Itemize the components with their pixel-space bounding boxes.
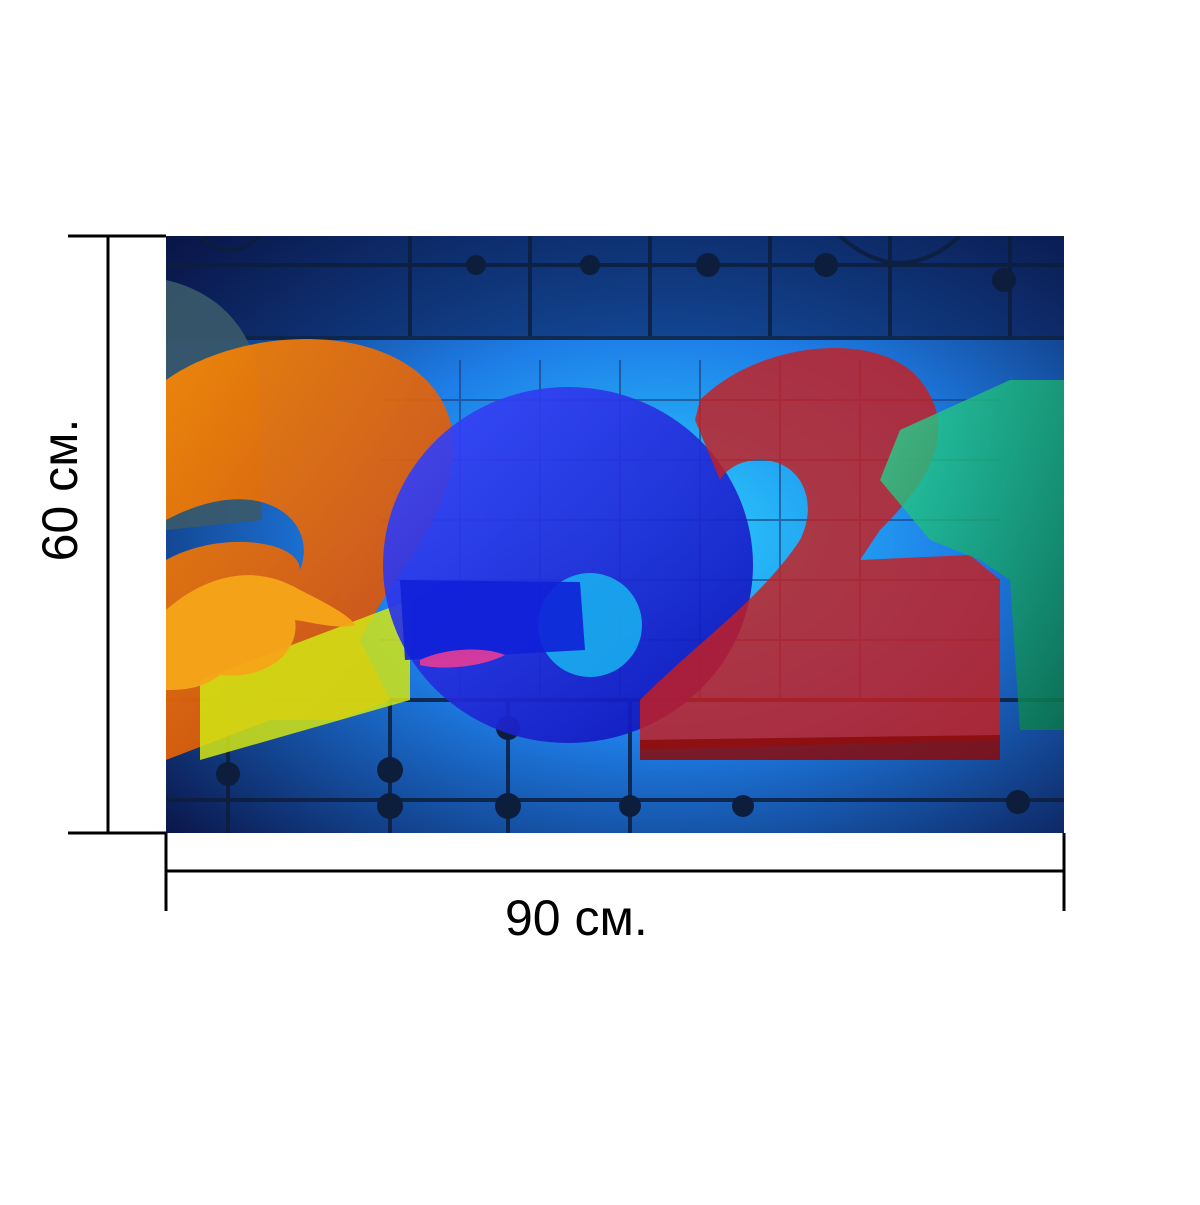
print-image <box>166 236 1064 833</box>
hand <box>166 575 355 690</box>
width-dimension-line <box>164 833 1066 911</box>
numeral-1-green <box>880 380 1064 730</box>
height-label: 60 см. <box>32 418 88 562</box>
height-dimension-line <box>68 234 166 835</box>
width-label: 90 см. <box>505 890 648 946</box>
circuit-nodes <box>216 253 1030 819</box>
